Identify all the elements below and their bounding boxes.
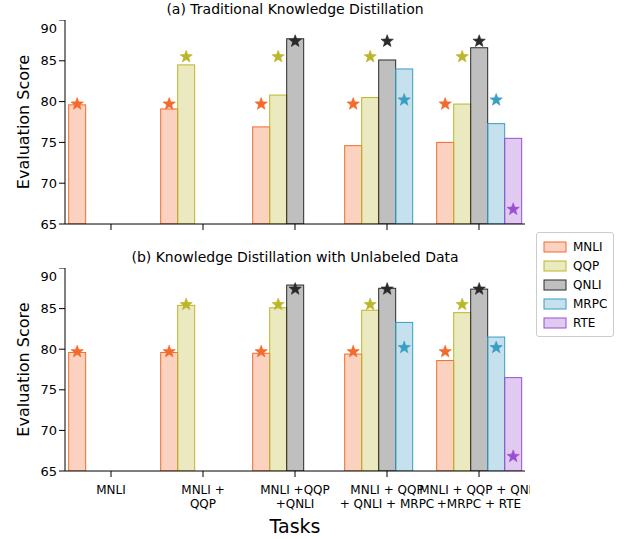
svg-text:MNLI +QQP+QNLI: MNLI +QQP+QNLI: [260, 483, 330, 511]
html-text:MRPC: MRPC: [573, 296, 608, 311]
svg-text:80: 80: [40, 94, 57, 109]
svg-text:90: 90: [40, 269, 57, 284]
svg-text:90: 90: [40, 21, 57, 36]
html-text:Tasks: Tasks: [269, 515, 321, 537]
svg-text:MNLI + QQP + QNLI+MRPC + RTE: MNLI + QQP + QNLI+MRPC + RTE: [419, 483, 530, 511]
svg-text:Evaluation Score: Evaluation Score: [14, 302, 33, 436]
svg-text:85: 85: [40, 53, 57, 68]
html-text:MNLI: MNLI: [573, 239, 603, 254]
svg-text:MNLI +QQP: MNLI +QQP: [181, 483, 224, 511]
html-text:QNLI: QNLI: [573, 277, 602, 292]
svg-text:65: 65: [40, 217, 57, 232]
svg-text:Evaluation Score: Evaluation Score: [14, 55, 33, 189]
svg-text:85: 85: [40, 301, 57, 316]
svg-text:80: 80: [40, 342, 57, 357]
html-text:(a) Traditional Knowledge Dist: (a) Traditional Knowledge Distillation: [166, 1, 424, 17]
svg-text:65: 65: [40, 464, 57, 479]
html-text:RTE: RTE: [573, 315, 596, 330]
svg-text:MNLI: MNLI: [96, 483, 126, 497]
html-text:QQP: QQP: [573, 258, 600, 273]
svg-text:70: 70: [40, 423, 57, 438]
svg-text:70: 70: [40, 176, 57, 191]
svg-text:75: 75: [40, 135, 57, 150]
svg-text:75: 75: [40, 382, 57, 397]
html-text:(b) Knowledge Distillation wit: (b) Knowledge Distillation with Unlabele…: [131, 249, 459, 265]
